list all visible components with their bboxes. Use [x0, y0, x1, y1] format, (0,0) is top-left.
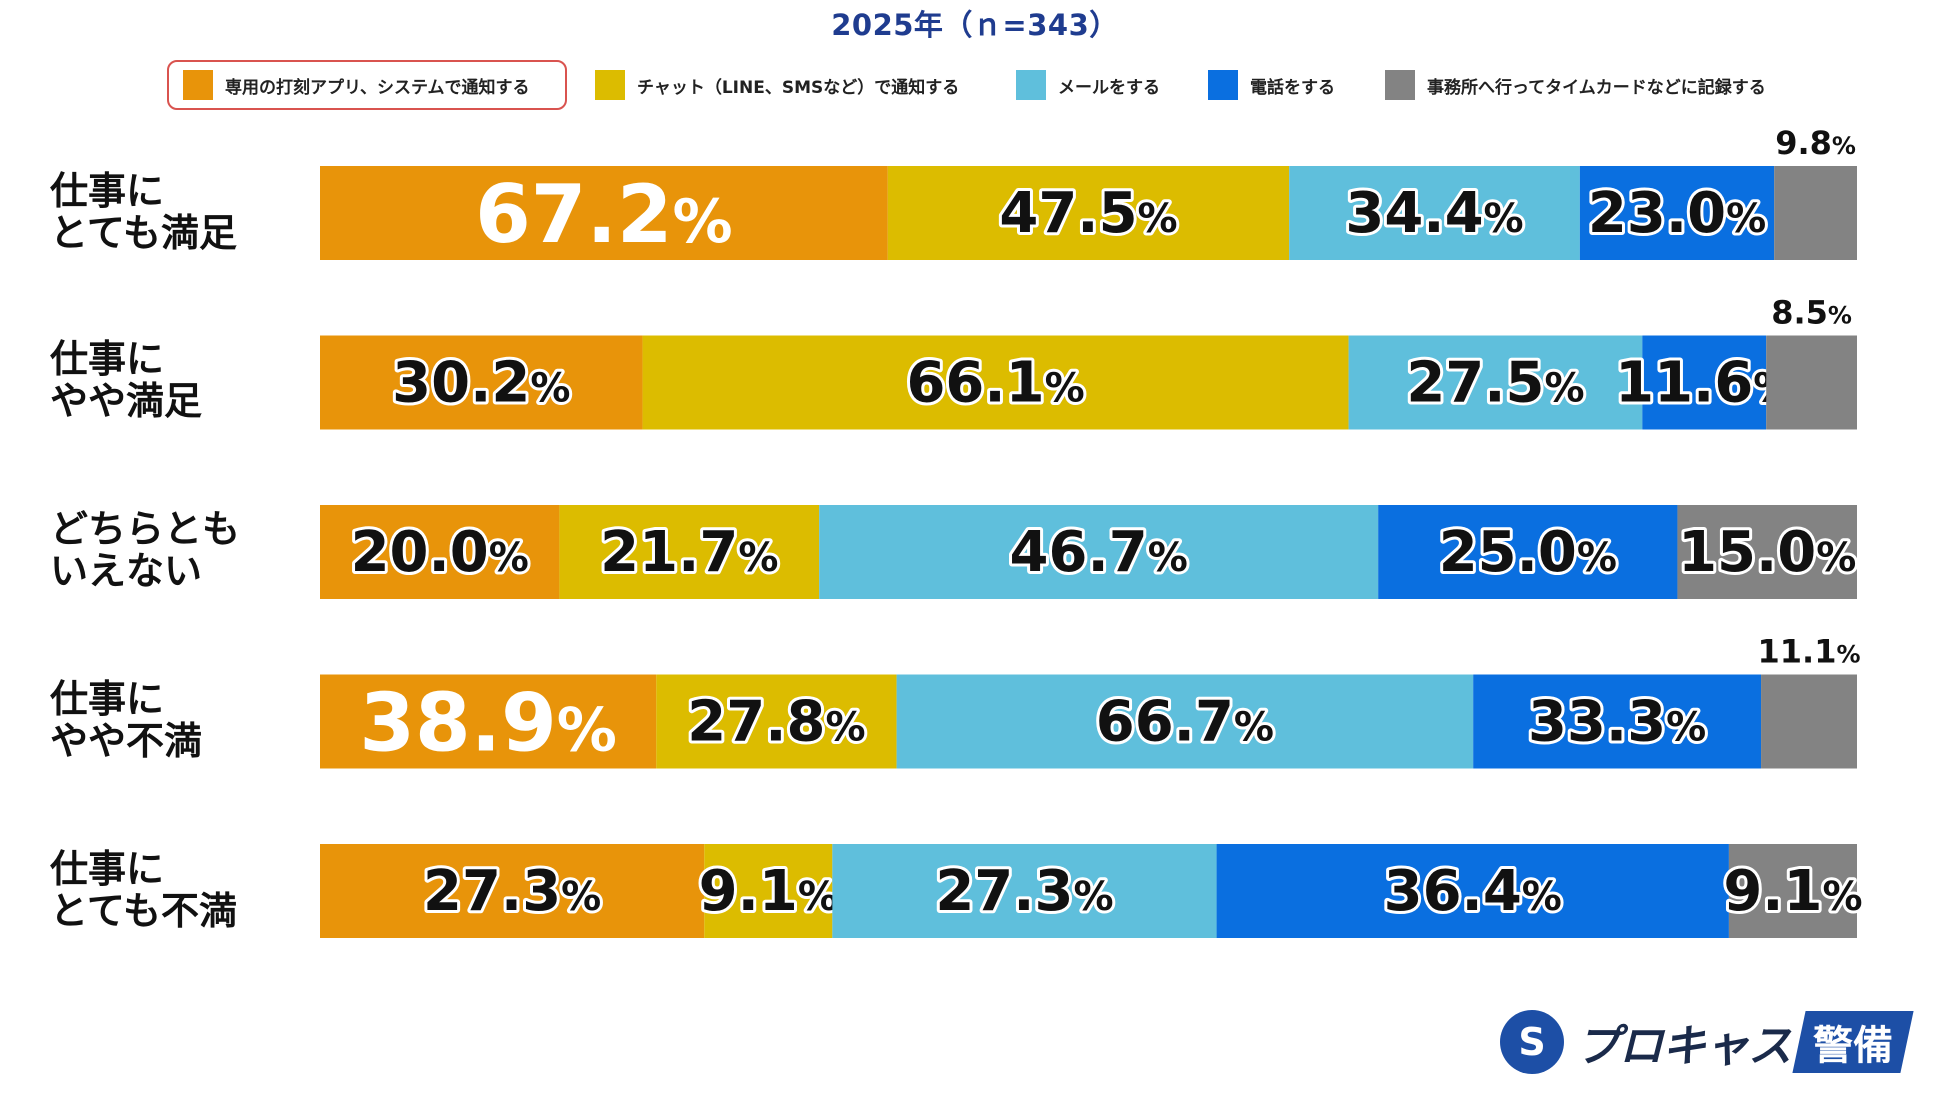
legend: 専用の打刻アプリ、システムで通知する チャット（LINE、SMSなど）で通知する… — [0, 60, 1950, 110]
data-label: 27.3% — [935, 859, 1113, 924]
row-label-very-dissatisfied: 仕事に とても不満 — [50, 848, 310, 932]
bar-segment — [1761, 674, 1857, 769]
legend-label-office: 事務所へ行ってタイムカードなどに記録する — [1427, 77, 1766, 98]
bar-segment — [1348, 335, 1643, 430]
row-label-somewhat-dissatisfied: 仕事に やや不満 — [50, 678, 310, 762]
bar-segment — [887, 166, 1290, 260]
row-label-line: いえない — [50, 549, 203, 593]
brand-logo: S プロキャス 警備 — [1500, 1010, 1914, 1074]
data-label: 66.7% — [1096, 690, 1274, 755]
row-label-line: やや満足 — [50, 379, 203, 423]
legend-item-office: 事務所へ行ってタイムカードなどに記録する — [1385, 60, 1766, 110]
legend-label-mail: メールをする — [1058, 77, 1160, 98]
legend-swatch-mail — [1016, 70, 1046, 100]
row-label-line: とても満足 — [50, 211, 237, 255]
data-label: 27.3% — [423, 859, 601, 924]
bar-segment — [320, 335, 643, 430]
bar-segment — [1728, 844, 1857, 938]
bar-row: 67.2% 47.5% 34.4% 23.0%9.8% — [320, 124, 1857, 265]
row-label-line: 仕事に — [50, 337, 165, 381]
row-label-line: 仕事に — [50, 677, 165, 721]
legend-item-phone: 電話をする — [1208, 60, 1335, 110]
bar-segment — [656, 674, 897, 769]
bar-row: 38.9% 27.8% 66.7% 33.3% 11.1% — [320, 633, 1861, 773]
bar-segment — [320, 674, 657, 769]
bar-segment — [642, 335, 1349, 430]
data-label: 34.4% — [1345, 181, 1523, 246]
bar-segment — [320, 505, 560, 599]
row-label-line: やや不満 — [50, 719, 203, 763]
data-label: 46.7% — [1010, 520, 1188, 585]
bar-segment — [819, 505, 1379, 599]
data-label: 30.2% — [392, 351, 570, 416]
bar-segment — [559, 505, 820, 599]
data-label: 20.0% — [351, 520, 529, 585]
stacked-bar-chart: 67.2% 47.5% 34.4% 23.0%9.8% 30.2% 66.1% 27.5% 1… — [320, 124, 1866, 938]
chart-title: 2025年（ｎ=343） — [831, 8, 1119, 42]
logo-badge-text: 警備 — [1813, 1023, 1893, 1069]
legend-item-app: 専用の打刻アプリ、システムで通知する — [167, 60, 567, 110]
bar-segment — [704, 844, 833, 938]
bar-segment — [1289, 166, 1580, 260]
row-label-line: 仕事に — [50, 847, 165, 891]
data-label: 47.5% — [999, 181, 1177, 246]
legend-swatch-app — [183, 70, 213, 100]
row-label-line: どちらとも — [50, 507, 241, 551]
bar-row: 20.0% 21.7% 46.7% 25.0% 15.0% — [320, 505, 1859, 599]
logo-text: プロキャス — [1576, 1021, 1792, 1072]
legend-swatch-phone — [1208, 70, 1238, 100]
data-label: 21.7% — [600, 520, 778, 585]
data-label: 8.5% — [1771, 294, 1852, 332]
data-label: 9.8% — [1775, 124, 1856, 162]
data-label: 11.1% — [1758, 633, 1861, 671]
bar-row: 30.2%66.1%27.5%11.6%8.5% — [320, 294, 1857, 430]
data-label: 25.0% — [1439, 520, 1617, 585]
data-label: 23.0% — [1588, 181, 1766, 246]
data-label: 15.0% — [1678, 520, 1856, 585]
bar-segment — [1677, 505, 1857, 599]
bar-row: 27.3% 9.1% 27.3% 36.4% 9.1% — [320, 844, 1866, 938]
row-label-line: とても不満 — [50, 889, 237, 933]
bar-segment — [896, 674, 1474, 769]
data-label: 27.8% — [687, 690, 865, 755]
legend-label-app: 専用の打刻アプリ、システムで通知する — [225, 77, 530, 98]
bar-segment — [1579, 166, 1775, 260]
data-label: 27.5% — [1406, 351, 1584, 416]
bar-segment — [1473, 674, 1762, 769]
legend-label-phone: 電話をする — [1250, 77, 1335, 98]
bar-segment — [320, 166, 888, 260]
row-label-somewhat-satisfied: 仕事に やや満足 — [50, 338, 310, 422]
data-label: 33.3% — [1528, 690, 1706, 755]
legend-item-chat: チャット（LINE、SMSなど）で通知する — [595, 60, 959, 110]
data-label: 38.9% — [359, 677, 617, 770]
bar-segment — [1766, 335, 1857, 430]
data-label: 9.1% — [1723, 859, 1862, 924]
legend-label-chat: チャット（LINE、SMSなど）で通知する — [637, 77, 960, 98]
row-label-neutral: どちらとも いえない — [50, 508, 310, 592]
legend-swatch-chat — [595, 70, 625, 100]
bar-segment — [1642, 335, 1767, 430]
bar-segment — [1774, 166, 1857, 260]
bar-segment — [320, 844, 705, 938]
logo-badge: 警備 — [1792, 1011, 1914, 1073]
row-label-very-satisfied: 仕事に とても満足 — [50, 170, 310, 254]
data-label: 36.4% — [1384, 859, 1562, 924]
bar-segment — [1378, 505, 1678, 599]
data-label: 67.2% — [475, 168, 733, 261]
row-label-line: 仕事に — [50, 169, 165, 213]
legend-item-mail: メールをする — [1016, 60, 1160, 110]
data-label: 66.1% — [906, 351, 1084, 416]
logo-mark-icon: S — [1500, 1010, 1564, 1074]
bar-segment — [832, 844, 1217, 938]
legend-swatch-office — [1385, 70, 1415, 100]
bar-segment — [1216, 844, 1729, 938]
logo-mark: S — [1518, 1020, 1546, 1064]
